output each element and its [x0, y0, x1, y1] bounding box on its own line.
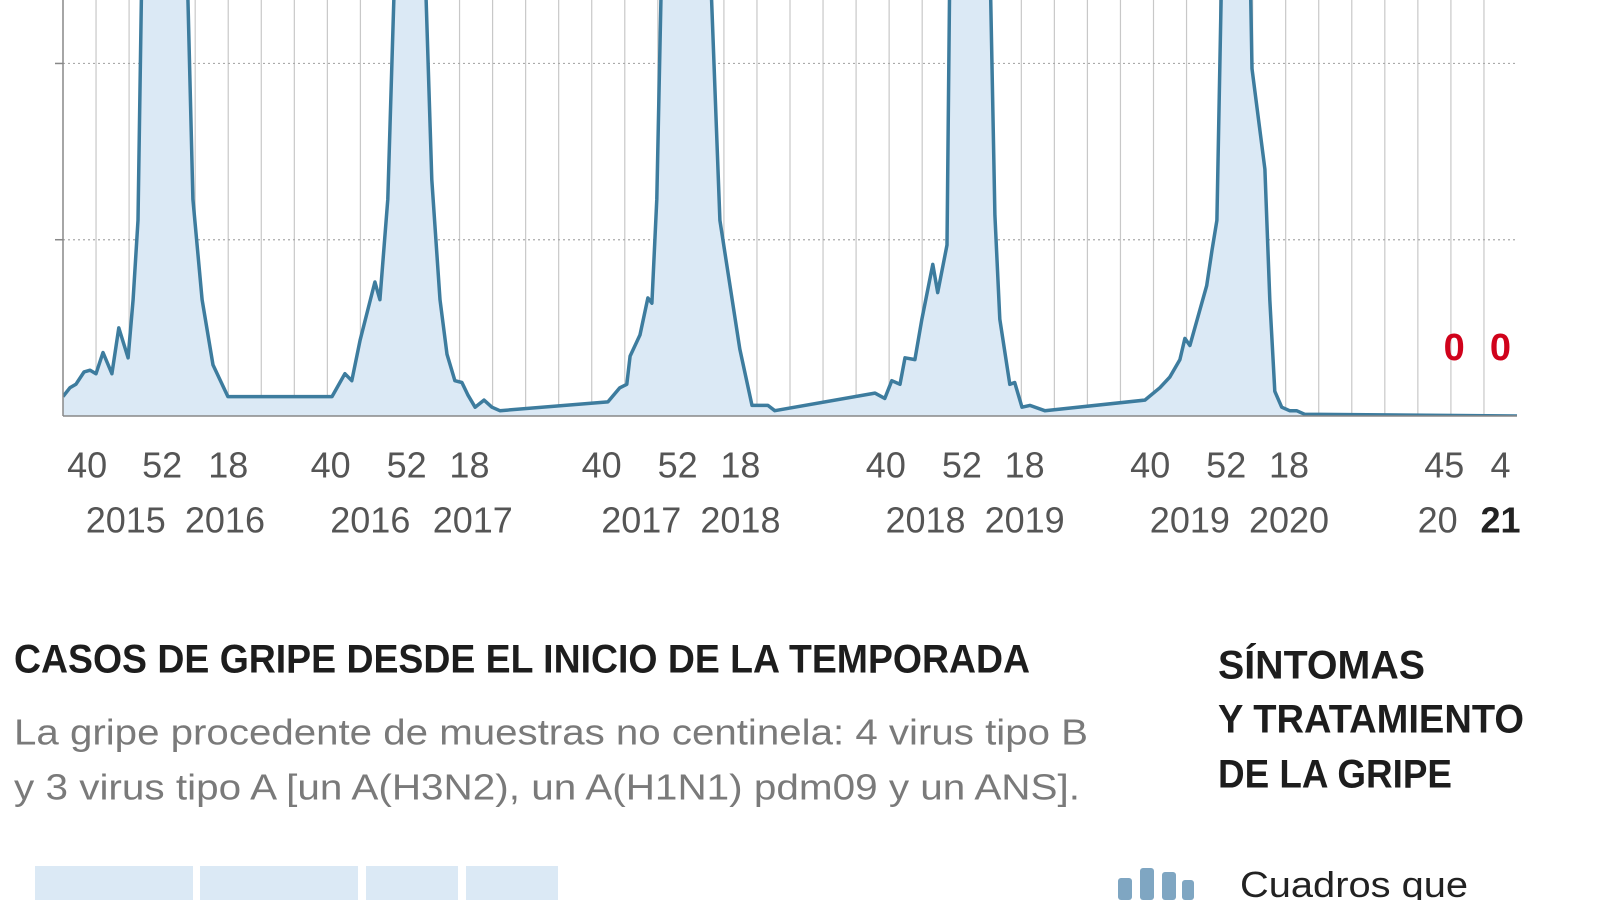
- line: [63, 0, 1518, 416]
- x-tick-label: 52: [658, 445, 698, 486]
- data-label: 0: [1490, 327, 1511, 369]
- x-tick-label: 40: [582, 445, 622, 486]
- x-year-label: 20: [1418, 500, 1458, 541]
- icon-part: [1140, 868, 1154, 900]
- x-tick-label: 52: [1206, 445, 1246, 486]
- x-tick-label: 18: [720, 445, 760, 486]
- x-year-label: 21: [1480, 500, 1520, 541]
- header-cell: [35, 866, 193, 900]
- axis-labels: 40 52 18 40 52 18 40 52 18 40 52 18 40 52 18 45 4 2015 201…: [67, 327, 1520, 540]
- x-tick-label: 40: [311, 445, 351, 486]
- icon: [1118, 868, 1194, 900]
- sidebar-title: Y TRATAMIENTO: [1218, 698, 1524, 742]
- x-tick-label: 18: [1269, 445, 1309, 486]
- x-tick-label: 40: [866, 445, 906, 486]
- icon-part: [1118, 878, 1132, 900]
- x-tick-label: 40: [67, 445, 107, 486]
- x-tick-label: 40: [1130, 445, 1170, 486]
- x-year-label: 2017: [601, 500, 681, 541]
- section-subtitle: La gripe procedente de muestras no centi…: [14, 712, 1088, 753]
- section-subtitle: y 3 virus tipo A [un A(H3N2), un A(H1N1)…: [14, 767, 1080, 808]
- x-year-label: 2017: [433, 500, 513, 541]
- x-tick-label: 18: [449, 445, 489, 486]
- header-cell: [200, 866, 358, 900]
- x-tick-label: 4: [1490, 445, 1510, 486]
- x-tick-label: 18: [208, 445, 248, 486]
- icon-part: [1162, 872, 1176, 900]
- sidebar-title: SÍNTOMAS: [1218, 643, 1425, 688]
- header-cell: [466, 866, 558, 900]
- grid: [55, 0, 1517, 416]
- data-label: 0: [1444, 327, 1465, 369]
- section-title: CASOS DE GRIPE DESDE EL INICIO DE LA TEM…: [14, 638, 1030, 682]
- x-year-label: 2019: [985, 500, 1065, 541]
- x-tick-label: 18: [1005, 445, 1045, 486]
- x-year-label: 2016: [330, 500, 410, 541]
- x-tick-label: 52: [387, 445, 427, 486]
- area: [63, 0, 1517, 416]
- x-tick-label: 52: [942, 445, 982, 486]
- sidebar-item: Cuadros que: [1240, 864, 1468, 900]
- x-year-label: 2018: [885, 500, 965, 541]
- x-year-label: 2020: [1249, 500, 1329, 541]
- table-header: [35, 866, 558, 900]
- x-year-label: 2018: [700, 500, 780, 541]
- icon-part: [1182, 880, 1194, 900]
- x-year-label: 2016: [185, 500, 265, 541]
- x-tick-label: 52: [142, 445, 182, 486]
- plot-area: [63, 0, 1518, 416]
- header-cell: [366, 866, 458, 900]
- sidebar-title: DE LA GRIPE: [1218, 753, 1452, 797]
- x-tick-label: 45: [1424, 445, 1464, 486]
- x-year-label: 2019: [1150, 500, 1230, 541]
- x-year-label: 2015: [86, 500, 166, 541]
